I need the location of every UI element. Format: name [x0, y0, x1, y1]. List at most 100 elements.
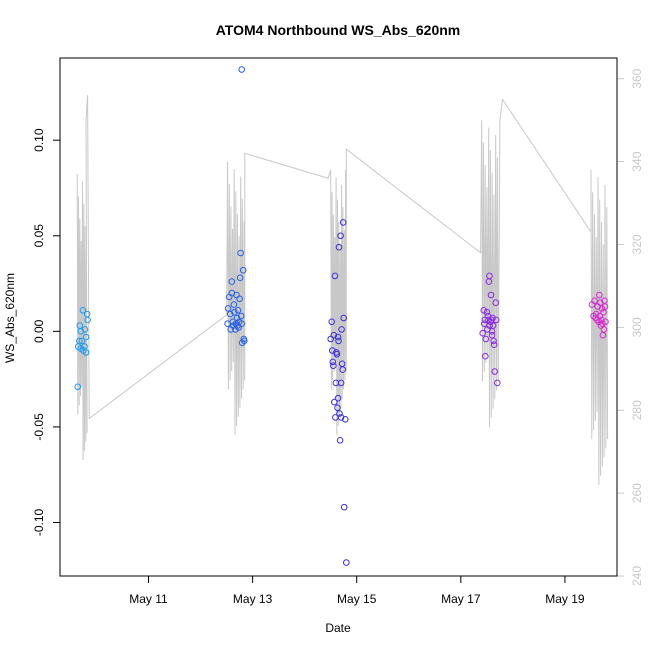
- y-tick-label: -0.05: [32, 413, 46, 441]
- data-point: [82, 333, 90, 341]
- y2-tick-label: 340: [630, 151, 644, 171]
- data-point: [597, 299, 604, 307]
- data-point: [230, 301, 238, 308]
- data-point: [79, 307, 87, 314]
- data-point: [226, 310, 234, 318]
- data-point: [331, 272, 339, 280]
- data-point: [486, 322, 493, 329]
- data-point: [76, 337, 83, 345]
- data-point: [81, 343, 88, 350]
- data-point: [330, 331, 338, 339]
- y-tick-label: -0.10: [32, 508, 46, 536]
- data-point: [237, 312, 245, 320]
- data-point: [236, 274, 244, 282]
- data-point: [231, 308, 238, 316]
- x-tick-label: May 11: [129, 592, 168, 606]
- data-point: [238, 66, 245, 73]
- data-point: [343, 559, 350, 566]
- data-point: [228, 278, 236, 285]
- data-point: [486, 272, 493, 280]
- data-point: [84, 316, 91, 324]
- x-tick-label: May 13: [233, 592, 273, 606]
- x-tick-label: May 19: [545, 592, 585, 606]
- data-point: [600, 326, 608, 333]
- data-point: [342, 416, 349, 423]
- data-point: [78, 337, 86, 345]
- data-point: [329, 358, 337, 366]
- data-point: [237, 249, 244, 257]
- data-point: [340, 503, 348, 511]
- data-point: [596, 291, 603, 299]
- data-point: [337, 414, 345, 421]
- data-point: [330, 362, 337, 370]
- data-point: [335, 243, 343, 251]
- chart-title: ATOM4 Northbound WS_Abs_620nm: [216, 22, 461, 38]
- data-point: [241, 337, 248, 345]
- data-point: [339, 219, 347, 226]
- data-point: [340, 314, 348, 322]
- data-point: [490, 341, 498, 349]
- data-point: [234, 307, 242, 314]
- data-point: [491, 368, 499, 375]
- data-point: [480, 307, 488, 314]
- data-point: [334, 333, 342, 341]
- data-point: [224, 305, 232, 312]
- y2-tick-label: 260: [630, 483, 644, 503]
- data-point: [492, 316, 500, 324]
- data-point: [82, 349, 90, 356]
- data-point: [479, 329, 487, 337]
- data-point: [482, 352, 489, 360]
- data-point: [337, 232, 344, 240]
- data-point: [591, 297, 598, 305]
- y2-tick-label: 240: [630, 566, 644, 586]
- data-point: [328, 318, 336, 326]
- data-point: [337, 379, 345, 387]
- y-axis-label: WS_Abs_620nm: [3, 273, 17, 363]
- x-tick-label: May 15: [337, 592, 377, 606]
- data-point: [336, 410, 343, 417]
- data-point: [339, 366, 347, 373]
- y2-tick-label: 300: [630, 317, 644, 337]
- y2-tick-label: 320: [630, 234, 644, 254]
- data-point: [494, 379, 501, 387]
- plot-frame: [59, 57, 618, 577]
- y-tick-label: 0.10: [32, 128, 46, 152]
- data-point: [490, 337, 497, 345]
- data-point: [492, 299, 500, 307]
- data-point: [601, 303, 609, 310]
- data-point: [238, 320, 245, 328]
- data-point: [334, 394, 342, 402]
- data-point: [329, 347, 336, 354]
- data-point: [338, 326, 345, 333]
- data-point: [336, 437, 344, 444]
- data-point: [335, 337, 342, 345]
- x-axis-label: Date: [325, 621, 351, 635]
- data-point: [596, 312, 604, 320]
- secondary-trace-layer: [76, 95, 609, 485]
- data-point: [487, 291, 495, 299]
- data-point: [239, 266, 247, 274]
- y2-tick-label: 360: [630, 68, 644, 88]
- data-point: [598, 316, 605, 324]
- data-point: [331, 398, 338, 406]
- secondary-trace-line: [76, 95, 609, 485]
- data-points-layer: [74, 66, 609, 566]
- data-point: [488, 328, 496, 335]
- data-point: [74, 383, 81, 391]
- x-tick-label: May 17: [441, 592, 481, 606]
- data-point: [77, 328, 85, 335]
- data-point: [236, 295, 243, 303]
- data-point: [482, 335, 490, 343]
- y2-tick-label: 280: [630, 400, 644, 420]
- data-point: [238, 339, 246, 347]
- axes-layer: May 11 May 13 May 15 May 17 May 19 -0.10 -0.05…: [32, 68, 644, 606]
- data-point: [483, 308, 491, 316]
- y-tick-label: 0.05: [32, 224, 46, 248]
- data-point: [334, 404, 341, 412]
- data-point: [81, 326, 89, 333]
- data-point: [602, 318, 609, 326]
- data-point: [333, 351, 341, 358]
- y-tick-label: 0.00: [32, 319, 46, 343]
- data-point: [489, 314, 496, 322]
